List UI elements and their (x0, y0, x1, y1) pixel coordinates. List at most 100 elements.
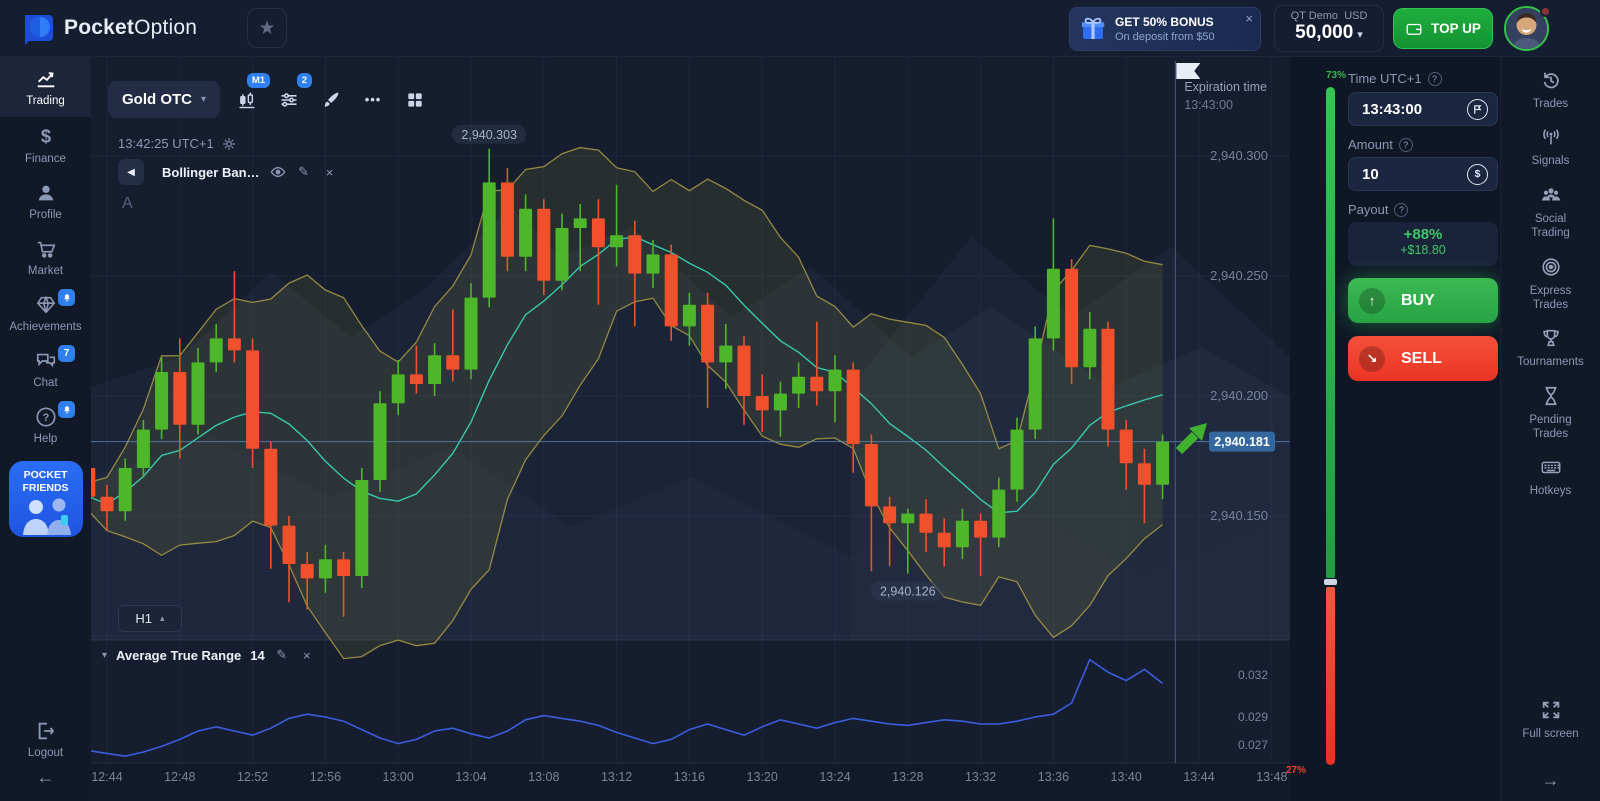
sidebar-item-logout[interactable]: Logout (0, 711, 91, 767)
buy-label: BUY (1401, 291, 1435, 309)
trades-icon (1540, 69, 1562, 91)
atr-period: 14 (250, 647, 265, 663)
close-icon[interactable]: × (302, 647, 311, 663)
svg-text:Expiration time: Expiration time (1184, 80, 1267, 94)
atr-indicator-header: ▾ Average True Range 14 ✎ × (102, 647, 315, 663)
annotation-letter[interactable]: A (122, 195, 133, 212)
bell-badge (58, 401, 75, 418)
rail-item-full-screen[interactable]: Full screen (1505, 699, 1597, 741)
social-icon (1540, 184, 1562, 206)
svg-text:13:00: 13:00 (383, 770, 414, 784)
bonus-banner[interactable]: GET 50% BONUS On deposit from $50 × (1069, 7, 1261, 51)
price-chart[interactable]: Expiration time 13:43:00 2,940.303 2,940.12… (91, 57, 1290, 801)
sidebar-item-market[interactable]: Market (0, 229, 91, 285)
rail-item-signals[interactable]: Signals (1505, 126, 1597, 168)
candlestick-icon (239, 92, 255, 108)
collapse-chip-button[interactable]: ◀ (118, 159, 144, 185)
chevron-down-icon[interactable]: ▾ (102, 649, 108, 661)
account-balance-selector[interactable]: QT Demo USD 50,000 ▾ (1274, 5, 1384, 52)
sentiment-gauge: 73% 27% (1286, 57, 1346, 801)
user-icon (35, 182, 57, 204)
time-label: Time UTC+1 (1348, 71, 1422, 86)
favorite-star-button[interactable]: ★ (247, 8, 287, 48)
chart-area[interactable]: Expiration time 13:43:00 2,940.303 2,940.12… (91, 57, 1290, 801)
time-mode-icon[interactable] (1467, 98, 1488, 120)
brand-logo[interactable]: PocketOption (20, 11, 197, 45)
help-icon[interactable]: ? (1398, 137, 1413, 152)
payout-percent: +88% (1403, 226, 1443, 243)
symbol-selector[interactable]: Gold OTC ▾ (108, 81, 221, 118)
sidebar-item-label: Market (27, 264, 64, 277)
top-up-button[interactable]: TOP UP (1393, 8, 1493, 49)
pencil-icon[interactable]: ✎ (298, 164, 309, 179)
rail-item-trades[interactable]: Trades (1505, 69, 1597, 111)
buy-button[interactable]: ↑ BUY (1348, 278, 1498, 323)
sidebar-item-chat[interactable]: Chat 7 (0, 341, 91, 397)
close-icon[interactable]: × (325, 164, 334, 180)
eye-icon[interactable] (270, 164, 286, 180)
rail-item-pending-trades[interactable]: Pending Trades (1505, 385, 1597, 442)
svg-text:13:40: 13:40 (1111, 770, 1142, 784)
interval-label: H1 (135, 611, 153, 626)
rail-item-tournaments[interactable]: Tournaments (1505, 327, 1597, 369)
avatar-status-dot (1540, 6, 1551, 17)
interval-button[interactable]: H1 ▴ (118, 605, 182, 632)
help-icon[interactable]: ? (1427, 71, 1442, 86)
chart-clock: 13:42:25 UTC+1 (118, 136, 236, 151)
sentiment-sell-bar (1326, 587, 1335, 765)
chart-toolbar: Gold OTC ▾ M1 2 ••• (108, 73, 430, 118)
pencil-icon[interactable]: ✎ (276, 647, 288, 662)
arrow-up-icon: ↑ (1359, 287, 1385, 314)
more-tools-button[interactable]: ••• (358, 81, 388, 118)
amount-input[interactable]: 10 $ (1348, 157, 1498, 191)
svg-text:12:56: 12:56 (310, 770, 341, 784)
svg-text:2,940.250: 2,940.250 (1210, 268, 1268, 283)
sell-button[interactable]: ↘ SELL (1348, 336, 1498, 381)
expiration-time-value: 13:43:00 (1362, 100, 1423, 118)
sidebar-item-finance[interactable]: $ Finance (0, 117, 91, 173)
cart-icon (35, 238, 57, 260)
account-currency: USD (1344, 10, 1368, 22)
pocket-friends-banner[interactable]: POCKET FRIENDS (8, 461, 83, 537)
chart-type-button[interactable]: M1 (232, 73, 271, 118)
rail-item-hotkeys[interactable]: Hotkeys (1505, 456, 1597, 498)
svg-text:13:36: 13:36 (1038, 770, 1069, 784)
drawing-tools-button[interactable] (316, 81, 346, 118)
chevron-down-icon: ▾ (1357, 29, 1363, 41)
fullscreen-icon (1540, 699, 1562, 721)
indicators-icon (281, 92, 297, 107)
indicators-button[interactable]: 2 (274, 73, 313, 118)
svg-text:13:48: 13:48 (1256, 770, 1287, 784)
express-icon (1540, 256, 1562, 278)
collapse-sidebar-arrow-icon[interactable]: ← (36, 767, 55, 787)
sidebar-item-help[interactable]: ? Help (0, 397, 91, 453)
svg-text:13:04: 13:04 (455, 770, 486, 784)
rail-item-express-trades[interactable]: Express Trades (1505, 256, 1597, 313)
sidebar-item-achievements[interactable]: Achievements (0, 285, 91, 341)
chevron-left-icon: ◀ (127, 166, 135, 178)
indicators-badge: 2 (296, 73, 313, 88)
sentiment-handle (1324, 579, 1337, 585)
svg-text:12:52: 12:52 (237, 770, 268, 784)
payout-label: Payout (1348, 202, 1389, 217)
gift-icon (1081, 17, 1105, 39)
help-icon[interactable]: ? (1394, 202, 1409, 217)
bonus-close-icon[interactable]: × (1245, 11, 1253, 26)
payout-label-row: Payout ? (1348, 202, 1409, 217)
bonus-subtitle: On deposit from $50 (1115, 31, 1215, 43)
hotkeys-icon (1540, 456, 1562, 478)
rail-item-label: Social Trading (1531, 212, 1570, 240)
expiration-time-input[interactable]: 13:43:00 (1348, 92, 1498, 126)
layout-grid-button[interactable] (400, 81, 430, 118)
symbol-label: Gold OTC (122, 91, 192, 108)
dollar-icon[interactable]: $ (1467, 163, 1488, 185)
rail-item-social-trading[interactable]: Social Trading (1505, 184, 1597, 241)
amount-label: Amount (1348, 137, 1393, 152)
sidebar-item-profile[interactable]: Profile (0, 173, 91, 229)
svg-text:13:08: 13:08 (528, 770, 559, 784)
sidebar-item-label: Chat (33, 376, 58, 389)
expand-panel-arrow-icon[interactable]: → (1541, 770, 1560, 790)
gear-icon[interactable] (222, 137, 236, 151)
sidebar-item-trading[interactable]: Trading (0, 57, 91, 117)
friends-illustration (22, 498, 71, 536)
